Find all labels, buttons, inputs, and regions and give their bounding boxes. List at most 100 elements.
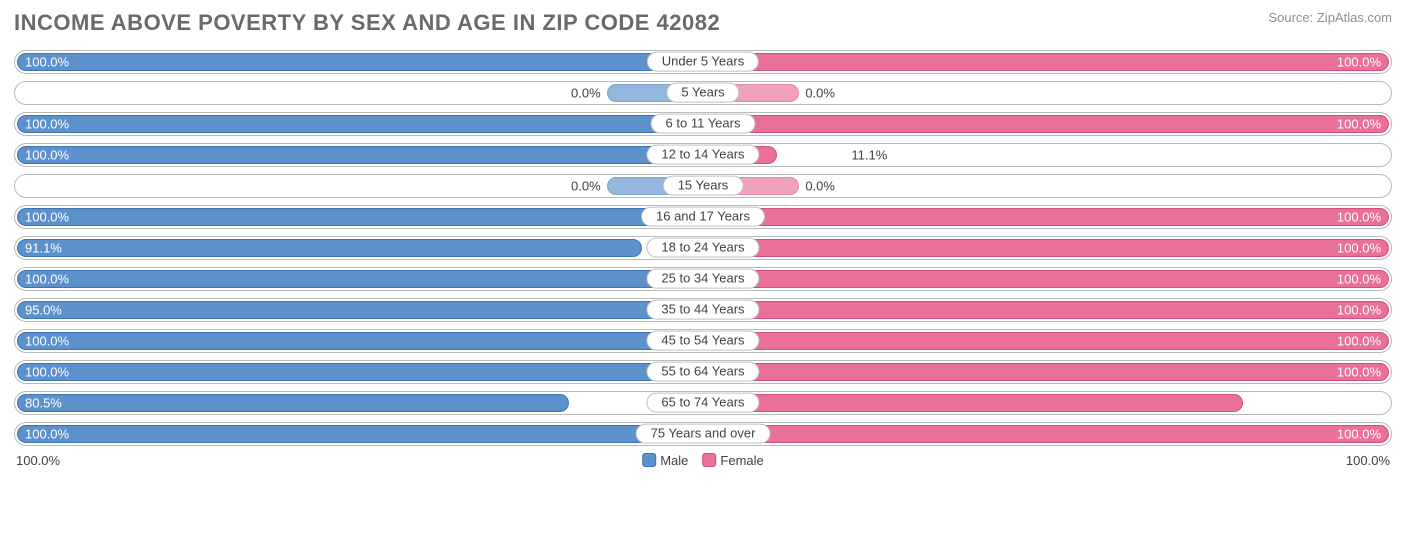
male-bar: [17, 53, 703, 71]
female-bar: [703, 301, 1389, 319]
male-value-label: 100.0%: [25, 148, 69, 163]
female-value-label: 100.0%: [1337, 210, 1381, 225]
age-group-label: 55 to 64 Years: [646, 362, 759, 382]
male-value-label: 91.1%: [25, 241, 62, 256]
chart-row: 100.0%100.0%6 to 11 Years: [14, 112, 1392, 136]
male-half: 95.0%: [15, 299, 703, 321]
female-value-label: 100.0%: [1337, 241, 1381, 256]
age-group-label: Under 5 Years: [647, 52, 759, 72]
male-value-label: 80.5%: [25, 396, 62, 411]
chart-row: 100.0% 11.1% 12 to 14 Years: [14, 143, 1392, 167]
female-half: 100.0%: [703, 51, 1391, 73]
male-bar: [17, 115, 703, 133]
male-value-label: 100.0%: [25, 427, 69, 442]
female-bar: [703, 53, 1389, 71]
male-half: 0.0%: [15, 82, 703, 104]
male-value-label: 100.0%: [25, 55, 69, 70]
male-half: 100.0%: [15, 144, 703, 166]
female-value-label: 11.1%: [851, 148, 887, 163]
female-bar: [703, 239, 1389, 257]
chart-row: 0.0%0.0%15 Years: [14, 174, 1392, 198]
female-bar: [703, 332, 1389, 350]
male-bar: [17, 146, 703, 164]
age-group-label: 75 Years and over: [636, 424, 771, 444]
male-bar: [17, 332, 703, 350]
female-value-label: 100.0%: [1337, 365, 1381, 380]
age-group-label: 5 Years: [666, 83, 739, 103]
female-half: 100.0%: [703, 423, 1391, 445]
female-half: 100.0%: [703, 361, 1391, 383]
legend-male: Male: [642, 453, 688, 468]
age-group-label: 16 and 17 Years: [641, 207, 765, 227]
female-bar: [703, 115, 1389, 133]
female-half: 0.0%: [703, 82, 1391, 104]
female-value-label: 0.0%: [805, 86, 835, 101]
female-value-label: 78.8%: [1344, 396, 1381, 411]
female-value-label: 100.0%: [1337, 117, 1381, 132]
header: INCOME ABOVE POVERTY BY SEX AND AGE IN Z…: [14, 10, 1392, 36]
male-value-label: 100.0%: [25, 334, 69, 349]
legend: Male Female: [642, 453, 764, 468]
age-group-label: 18 to 24 Years: [646, 238, 759, 258]
female-bar: [703, 394, 1243, 412]
male-bar: [17, 394, 569, 412]
axis-labels: 100.0% Male Female 100.0%: [14, 453, 1392, 468]
male-bar: [17, 425, 703, 443]
female-value-label: 100.0%: [1337, 427, 1381, 442]
chart-row: 91.1% 100.0% 18 to 24 Years: [14, 236, 1392, 260]
male-half: 100.0%: [15, 268, 703, 290]
chart-row: 100.0% 100.0% Under 5 Years: [14, 50, 1392, 74]
male-bar: [17, 301, 669, 319]
male-bar: [17, 363, 703, 381]
female-half: 100.0%: [703, 113, 1391, 135]
source-attribution: Source: ZipAtlas.com: [1268, 10, 1392, 25]
male-bar: [17, 270, 703, 288]
male-value-label: 100.0%: [25, 272, 69, 287]
female-half: 100.0%: [703, 330, 1391, 352]
male-half: 100.0%: [15, 206, 703, 228]
female-half: 0.0%: [703, 175, 1391, 197]
age-group-label: 12 to 14 Years: [646, 145, 759, 165]
male-bar: [17, 239, 642, 257]
age-group-label: 25 to 34 Years: [646, 269, 759, 289]
male-half: 80.5%: [15, 392, 703, 414]
female-half: 100.0%: [703, 299, 1391, 321]
male-half: 100.0%: [15, 330, 703, 352]
male-value-label: 0.0%: [571, 86, 601, 101]
female-value-label: 100.0%: [1337, 334, 1381, 349]
age-group-label: 45 to 54 Years: [646, 331, 759, 351]
chart-row: 80.5% 78.8% 65 to 74 Years: [14, 391, 1392, 415]
female-half: 78.8%: [703, 392, 1391, 414]
chart-title: INCOME ABOVE POVERTY BY SEX AND AGE IN Z…: [14, 10, 720, 36]
female-half: 11.1%: [703, 144, 1391, 166]
male-value-label: 95.0%: [25, 303, 62, 318]
female-bar: [703, 208, 1389, 226]
male-half: 100.0%: [15, 361, 703, 383]
male-bar: [17, 208, 703, 226]
female-half: 100.0%: [703, 206, 1391, 228]
female-bar: [703, 270, 1389, 288]
chart-row: 100.0% 100.0% 75 Years and over: [14, 422, 1392, 446]
male-half: 91.1%: [15, 237, 703, 259]
female-bar: [703, 425, 1389, 443]
axis-left-label: 100.0%: [16, 453, 60, 468]
chart-row: 100.0% 100.0% 45 to 54 Years: [14, 329, 1392, 353]
female-swatch-icon: [702, 453, 716, 467]
age-group-label: 65 to 74 Years: [646, 393, 759, 413]
female-value-label: 100.0%: [1337, 55, 1381, 70]
male-half: 100.0%: [15, 423, 703, 445]
chart-row: 100.0%100.0%16 and 17 Years: [14, 205, 1392, 229]
male-half: 0.0%: [15, 175, 703, 197]
female-value-label: 100.0%: [1337, 303, 1381, 318]
female-value-label: 0.0%: [805, 179, 835, 194]
axis-right-label: 100.0%: [1346, 453, 1390, 468]
chart-row: 0.0% 0.0% 5 Years: [14, 81, 1392, 105]
legend-female-label: Female: [720, 453, 763, 468]
chart-area: 100.0% 100.0% Under 5 Years 0.0% 0.0% 5 Years…: [14, 50, 1392, 446]
chart-row: 100.0% 100.0% 55 to 64 Years: [14, 360, 1392, 384]
male-value-label: 100.0%: [25, 365, 69, 380]
male-swatch-icon: [642, 453, 656, 467]
chart-row: 95.0%100.0%35 to 44 Years: [14, 298, 1392, 322]
legend-female: Female: [702, 453, 763, 468]
legend-male-label: Male: [660, 453, 688, 468]
